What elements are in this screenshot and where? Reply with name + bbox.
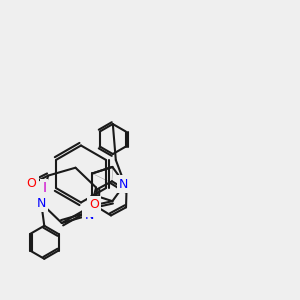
Text: I: I [42,181,46,195]
Text: N: N [85,208,94,222]
Text: O: O [27,177,37,190]
Text: H: H [86,205,94,214]
Text: N: N [37,197,46,210]
Text: N: N [118,178,128,190]
Text: O: O [89,198,99,211]
